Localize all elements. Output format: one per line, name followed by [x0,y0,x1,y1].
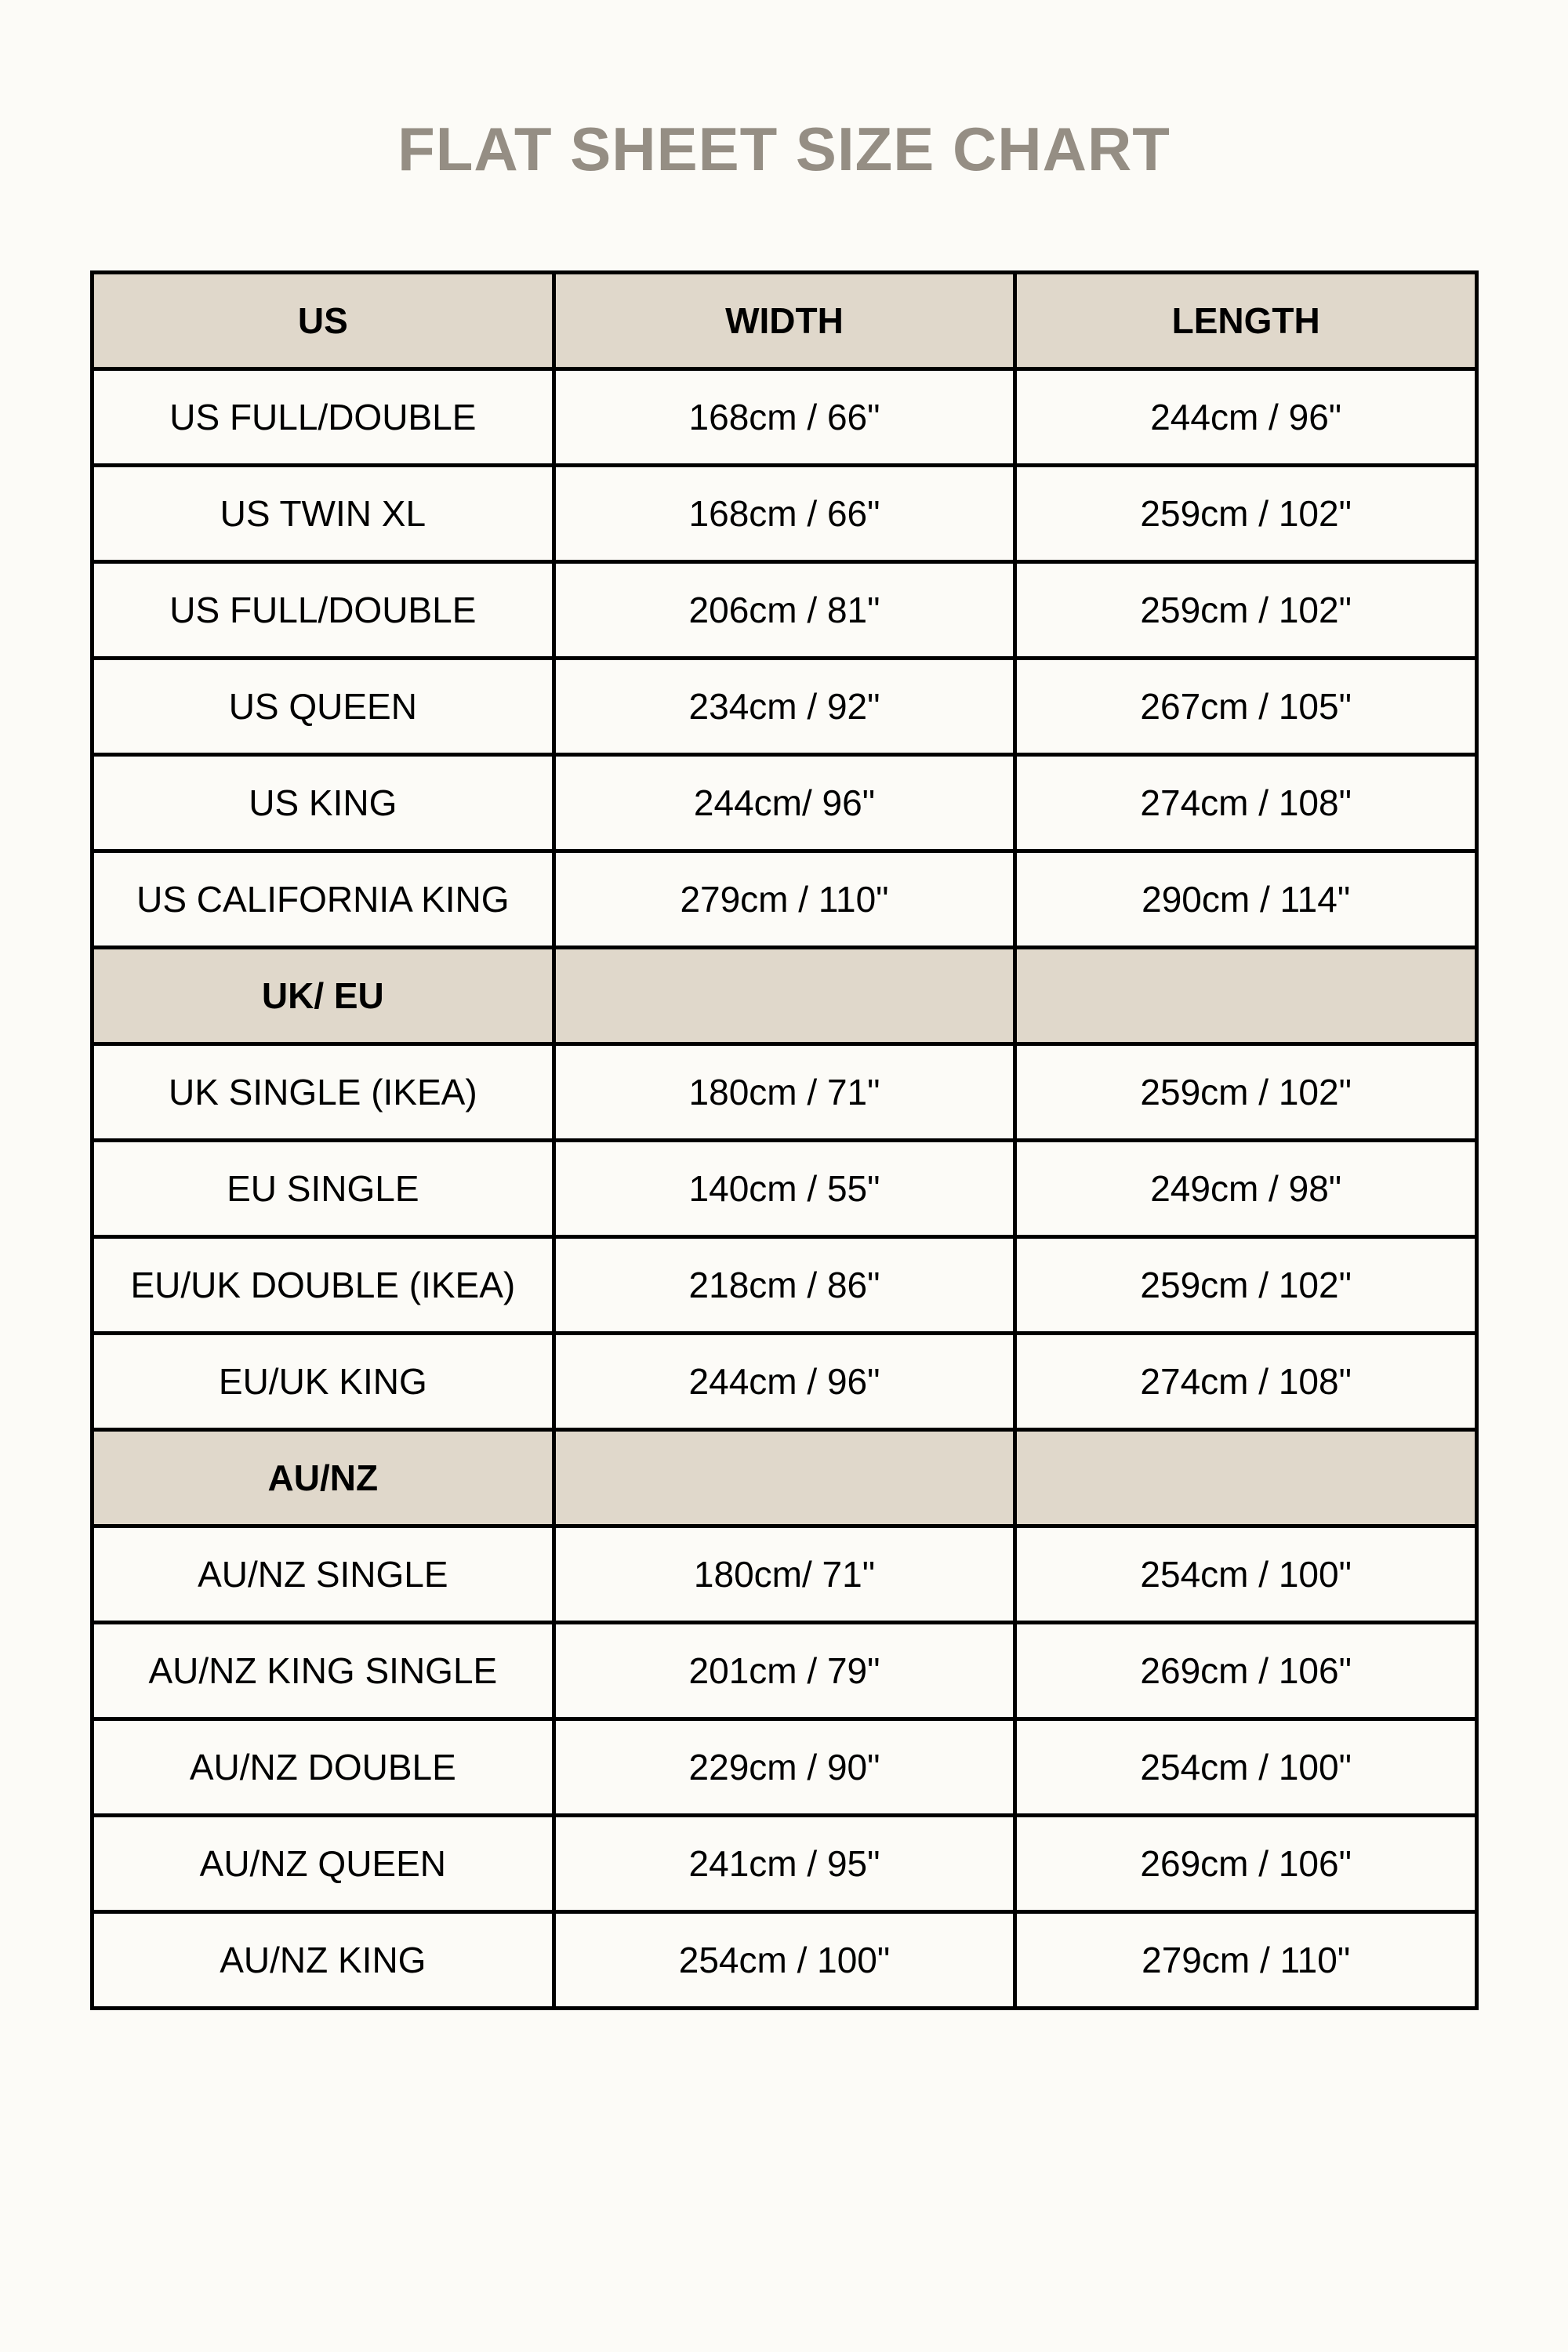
header-cell-width: WIDTH [551,270,1018,371]
cell-size: UK SINGLE (IKEA) [90,1042,556,1142]
cell-length: 249cm / 98" [1013,1138,1479,1239]
cell-width: 244cm/ 96" [551,753,1018,853]
cell-width: 140cm / 55" [551,1138,1018,1239]
size-chart-table: US WIDTH LENGTH US FULL/DOUBLE 168cm / 66" 24… [90,270,1479,2010]
cell-length: 254cm / 100" [1013,1717,1479,1817]
section-header-row: US WIDTH LENGTH [90,270,1479,371]
header-cell-size: UK/ EU [90,946,556,1046]
table-row: AU/NZ QUEEN 241cm / 95" 269cm / 106" [90,1813,1479,1914]
cell-width: 241cm / 95" [551,1813,1018,1914]
cell-size: AU/NZ SINGLE [90,1524,556,1624]
table-row: AU/NZ KING SINGLE 201cm / 79" 269cm / 106" [90,1621,1479,1721]
table-row: EU SINGLE 140cm / 55" 249cm / 98" [90,1138,1479,1239]
cell-width: 206cm / 81" [551,560,1018,660]
table-row: AU/NZ KING 254cm / 100" 279cm / 110" [90,1910,1479,2010]
table-row: US TWIN XL 168cm / 66" 259cm / 102" [90,463,1479,564]
table-row: AU/NZ DOUBLE 229cm / 90" 254cm / 100" [90,1717,1479,1817]
cell-size: EU/UK KING [90,1331,556,1432]
cell-length: 244cm / 96" [1013,367,1479,467]
cell-size: US CALIFORNIA KING [90,849,556,949]
cell-width: 229cm / 90" [551,1717,1018,1817]
cell-width: 168cm / 66" [551,367,1018,467]
cell-width: 279cm / 110" [551,849,1018,949]
table-row: US FULL/DOUBLE 206cm / 81" 259cm / 102" [90,560,1479,660]
cell-length: 274cm / 108" [1013,1331,1479,1432]
cell-width: 180cm/ 71" [551,1524,1018,1624]
cell-length: 254cm / 100" [1013,1524,1479,1624]
cell-length: 259cm / 102" [1013,463,1479,564]
header-cell-size: AU/NZ [90,1428,556,1528]
cell-size: AU/NZ KING SINGLE [90,1621,556,1721]
header-cell-length: LENGTH [1013,270,1479,371]
cell-size: US FULL/DOUBLE [90,367,556,467]
table-row: EU/UK DOUBLE (IKEA) 218cm / 86" 259cm / 10… [90,1235,1479,1335]
cell-size: AU/NZ QUEEN [90,1813,556,1914]
cell-length: 269cm / 106" [1013,1813,1479,1914]
table-row: US CALIFORNIA KING 279cm / 110" 290cm / 11… [90,849,1479,949]
cell-length: 279cm / 110" [1013,1910,1479,2010]
cell-width: 201cm / 79" [551,1621,1018,1721]
cell-size: EU/UK DOUBLE (IKEA) [90,1235,556,1335]
cell-size: US TWIN XL [90,463,556,564]
cell-width: 218cm / 86" [551,1235,1018,1335]
cell-size: US QUEEN [90,656,556,757]
cell-length: 259cm / 102" [1013,560,1479,660]
cell-size: AU/NZ KING [90,1910,556,2010]
table-row: EU/UK KING 244cm / 96" 274cm / 108" [90,1331,1479,1432]
header-cell-length [1013,946,1479,1046]
table-row: US FULL/DOUBLE 168cm / 66" 244cm / 96" [90,367,1479,467]
cell-length: 259cm / 102" [1013,1042,1479,1142]
cell-size: EU SINGLE [90,1138,556,1239]
cell-width: 180cm / 71" [551,1042,1018,1142]
cell-size: AU/NZ DOUBLE [90,1717,556,1817]
section-header-row: AU/NZ [90,1428,1479,1528]
section-header-row: UK/ EU [90,946,1479,1046]
cell-width: 254cm / 100" [551,1910,1018,2010]
cell-width: 244cm / 96" [551,1331,1018,1432]
cell-width: 234cm / 92" [551,656,1018,757]
header-cell-width [551,946,1018,1046]
header-cell-length [1013,1428,1479,1528]
cell-length: 259cm / 102" [1013,1235,1479,1335]
cell-length: 267cm / 105" [1013,656,1479,757]
cell-length: 290cm / 114" [1013,849,1479,949]
page-title: FLAT SHEET SIZE CHART [397,114,1171,183]
header-cell-width [551,1428,1018,1528]
cell-length: 269cm / 106" [1013,1621,1479,1721]
cell-length: 274cm / 108" [1013,753,1479,853]
table-row: AU/NZ SINGLE 180cm/ 71" 254cm / 100" [90,1524,1479,1624]
table-row: US QUEEN 234cm / 92" 267cm / 105" [90,656,1479,757]
cell-size: US FULL/DOUBLE [90,560,556,660]
table-row: UK SINGLE (IKEA) 180cm / 71" 259cm / 102" [90,1042,1479,1142]
header-cell-size: US [90,270,556,371]
table-row: US KING 244cm/ 96" 274cm / 108" [90,753,1479,853]
cell-size: US KING [90,753,556,853]
cell-width: 168cm / 66" [551,463,1018,564]
